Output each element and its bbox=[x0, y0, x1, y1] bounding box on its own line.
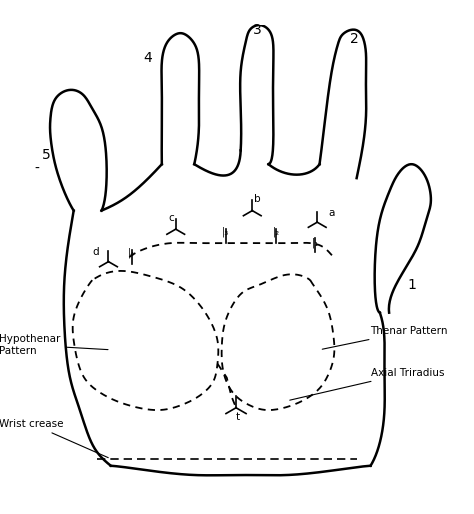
Text: 4: 4 bbox=[144, 50, 152, 65]
Text: 3: 3 bbox=[253, 23, 261, 36]
Text: b: b bbox=[254, 194, 260, 204]
Text: c: c bbox=[168, 213, 174, 223]
Text: Axial Triradius: Axial Triradius bbox=[290, 368, 444, 400]
Text: Hypothenar
Pattern: Hypothenar Pattern bbox=[0, 334, 108, 356]
Text: d: d bbox=[92, 247, 99, 258]
Text: |₄: |₄ bbox=[128, 247, 135, 258]
Text: 5: 5 bbox=[41, 148, 50, 162]
Text: 1: 1 bbox=[408, 278, 417, 292]
Text: |₁: |₁ bbox=[311, 238, 319, 248]
Text: a: a bbox=[328, 208, 334, 218]
Text: |₃: |₃ bbox=[222, 226, 229, 237]
Text: Thenar Pattern: Thenar Pattern bbox=[322, 326, 448, 349]
Text: t: t bbox=[236, 412, 239, 422]
Text: |₂: |₂ bbox=[273, 226, 280, 237]
Text: 2: 2 bbox=[350, 32, 359, 46]
Text: Wrist crease: Wrist crease bbox=[0, 419, 108, 457]
Text: -: - bbox=[34, 162, 39, 176]
